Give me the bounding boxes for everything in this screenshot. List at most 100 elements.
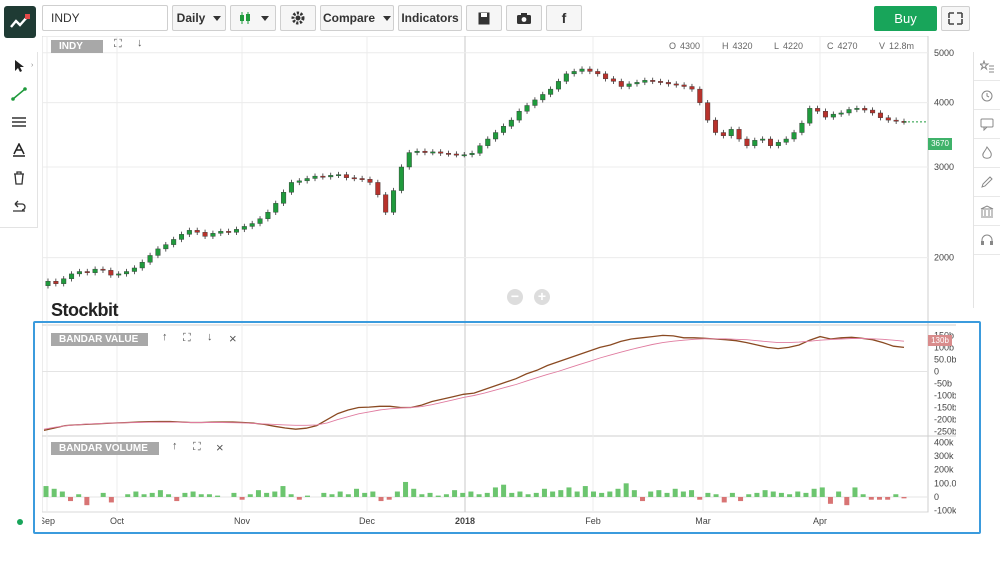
- candle-body: [752, 140, 758, 146]
- expand-toolbar-icon[interactable]: ›: [31, 62, 34, 69]
- compare-label: Compare: [323, 11, 376, 25]
- delete-tool[interactable]: [0, 164, 37, 192]
- vol-y-tick-label: 100.0k: [934, 478, 956, 488]
- candle-body: [610, 78, 616, 82]
- volume-bar: [876, 496, 882, 500]
- candle-body: [422, 150, 428, 153]
- support-button[interactable]: [974, 226, 1000, 255]
- candle-body: [171, 239, 177, 245]
- volume-bar: [590, 491, 596, 497]
- draw-button[interactable]: [974, 168, 1000, 197]
- candle-body: [288, 182, 294, 193]
- candle-body: [163, 244, 169, 250]
- x-tick-label: Mar: [695, 516, 711, 526]
- chevron-down-icon: [261, 15, 269, 21]
- undo-tool[interactable]: [0, 192, 37, 220]
- text-tool[interactable]: [0, 136, 37, 164]
- move-down-icon[interactable]: ↓: [207, 331, 213, 343]
- vol-y-tick-label: 400k: [934, 437, 954, 447]
- candle-body: [775, 142, 781, 146]
- cursor-tool[interactable]: [0, 52, 37, 80]
- gear-icon: [291, 11, 305, 25]
- volume-bar: [460, 492, 466, 497]
- candle-body: [100, 268, 106, 271]
- compare-button[interactable]: Compare: [320, 5, 394, 31]
- volume-bar: [51, 488, 57, 497]
- volume-bar: [852, 487, 858, 497]
- trendline-tool[interactable]: [0, 80, 37, 108]
- candle-body: [453, 153, 459, 156]
- maximize-icon[interactable]: ⛶: [183, 332, 191, 344]
- chat-button[interactable]: [974, 110, 1000, 139]
- volume-bar: [885, 496, 891, 500]
- alert-button[interactable]: [974, 81, 1000, 110]
- candle-body: [194, 230, 200, 233]
- maximize-icon[interactable]: ⛶: [193, 441, 201, 453]
- save-button[interactable]: [466, 5, 502, 31]
- ohlc-low-label: L: [774, 41, 780, 51]
- trending-button[interactable]: [974, 139, 1000, 168]
- tool-slot: [974, 255, 1000, 284]
- indicators-button[interactable]: Indicators: [398, 5, 462, 31]
- candle-body: [744, 138, 750, 146]
- watchlist-button[interactable]: [974, 52, 1000, 81]
- fullscreen-icon: [948, 12, 963, 25]
- candle-body: [548, 88, 554, 95]
- candle-body: [532, 99, 538, 106]
- ohlc-volume-value: 12.8m: [889, 41, 915, 51]
- fullscreen-button[interactable]: [941, 6, 970, 31]
- zoom-in-button[interactable]: +: [534, 289, 550, 305]
- ohlc-high: H 4320: [722, 41, 753, 51]
- horizontal-lines-tool[interactable]: [0, 108, 37, 136]
- candle-body: [430, 151, 436, 154]
- volume-bar: [435, 495, 441, 497]
- stockbit-logo[interactable]: [4, 6, 36, 38]
- arrow-down-icon[interactable]: ↓: [137, 37, 143, 49]
- candle-body: [296, 180, 302, 183]
- candle-body: [414, 150, 420, 153]
- main-symbol-tag: INDY: [51, 40, 103, 53]
- star-list-icon: [980, 59, 994, 72]
- camera-icon: [517, 12, 531, 24]
- close-panel-icon[interactable]: ×: [229, 331, 237, 346]
- volume-bar: [550, 491, 556, 497]
- settings-button[interactable]: [280, 5, 316, 31]
- zoom-out-button[interactable]: −: [507, 289, 523, 305]
- snapshot-button[interactable]: [506, 5, 542, 31]
- candle-body: [273, 203, 279, 213]
- volume-bar: [386, 496, 392, 500]
- volume-bar: [443, 494, 449, 497]
- candle-body: [579, 68, 585, 72]
- close-panel-icon[interactable]: ×: [216, 440, 224, 455]
- symbol-input[interactable]: INDY: [42, 5, 168, 31]
- share-facebook-button[interactable]: f: [546, 5, 582, 31]
- candle-body: [375, 182, 381, 195]
- candle-body: [508, 119, 514, 127]
- broker-button[interactable]: [974, 197, 1000, 226]
- volume-bar: [680, 491, 686, 497]
- volume-bar: [157, 490, 163, 497]
- volume-bar: [762, 490, 768, 497]
- volume-bar: [787, 494, 793, 497]
- maximize-main-icon[interactable]: ⛶: [114, 38, 122, 50]
- volume-bar: [468, 491, 474, 497]
- x-tick-label: Sep: [42, 516, 55, 526]
- candle-body: [359, 178, 365, 180]
- indicators-label: Indicators: [401, 11, 459, 25]
- volume-bar: [329, 494, 335, 497]
- chart-type-select[interactable]: [230, 5, 276, 31]
- move-up-icon[interactable]: ↑: [172, 440, 178, 452]
- facebook-icon: f: [561, 10, 567, 26]
- candle-body: [642, 80, 648, 83]
- volume-bar: [354, 488, 360, 497]
- volume-bar: [84, 496, 90, 506]
- interval-select[interactable]: Daily: [172, 5, 226, 31]
- text-icon: [12, 143, 25, 157]
- buy-button[interactable]: Buy: [874, 6, 937, 31]
- candle-body: [555, 81, 561, 90]
- volume-bar: [501, 484, 507, 497]
- candle-body: [281, 192, 287, 204]
- volume-bar: [272, 491, 278, 497]
- move-up-icon[interactable]: ↑: [162, 331, 168, 343]
- volume-bar: [664, 492, 670, 497]
